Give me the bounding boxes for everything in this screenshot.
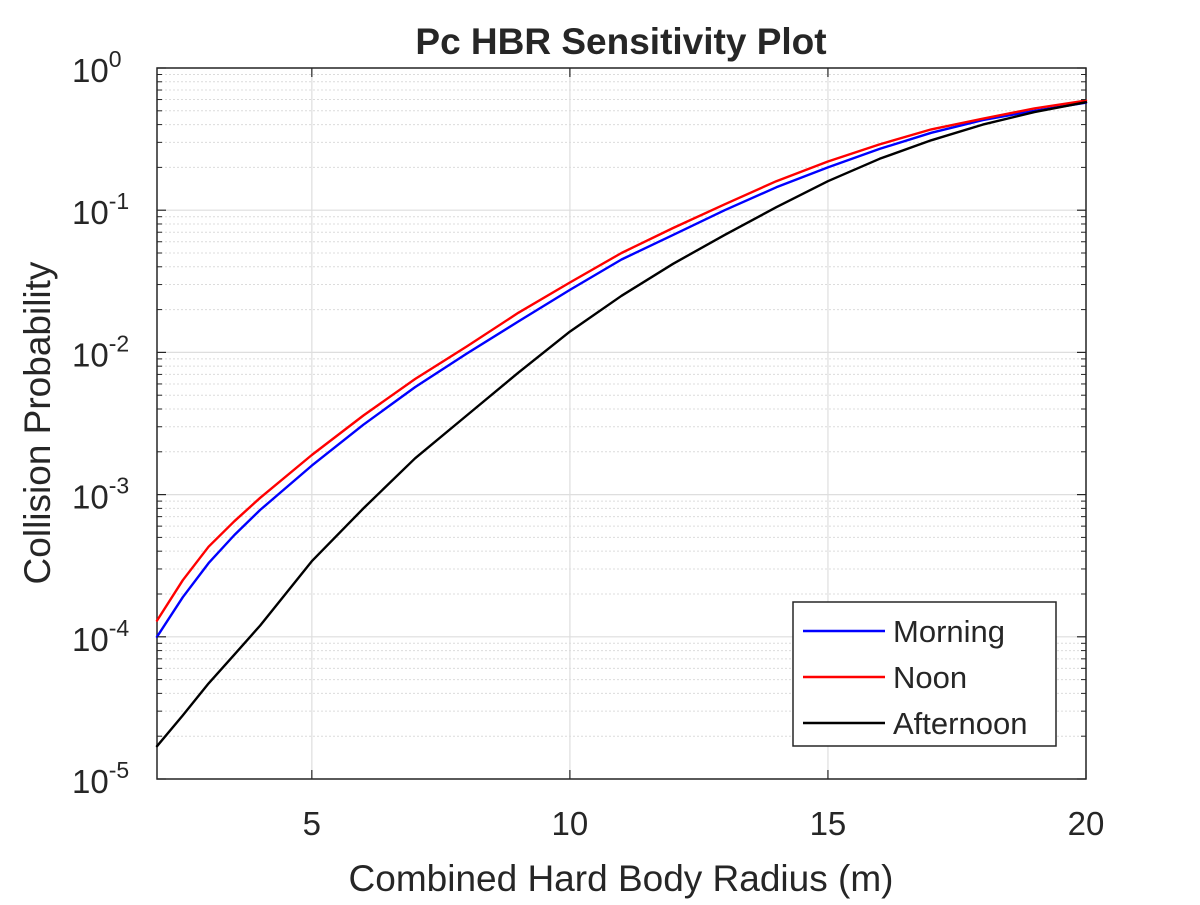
y-axis-label: Collision Probability [17,261,58,584]
y-tick-label: 10-1 [72,188,129,231]
x-tick-label: 20 [1068,805,1105,842]
series-line-afternoon [155,100,1088,748]
series-layer [155,99,1088,748]
y-tick-label: 100 [72,46,122,89]
legend-label-morning: Morning [893,614,1005,649]
series-line-morning [155,101,1088,638]
y-tick-label: 10-4 [72,615,129,658]
x-tick-label: 15 [810,805,847,842]
legend: Morning Noon Afternoon [792,601,1057,747]
y-tick-label: 10-2 [72,330,129,373]
chart-title: Pc HBR Sensitivity Plot [415,21,826,62]
y-tick-labels: 10-5 10-4 10-3 10-2 10-1 100 [72,46,129,800]
x-tick-label: 5 [303,805,321,842]
plot-area-frame [156,67,1087,780]
x-tick-label: 10 [552,805,589,842]
minor-grid [157,74,1086,737]
x-axis-label: Combined Hard Body Radius (m) [349,858,894,899]
y-tick-label: 10-3 [72,473,129,516]
y-tick-label: 10-5 [72,757,129,800]
tick-marks [157,67,1087,780]
x-tick-labels: 5 10 15 20 [303,805,1105,842]
legend-label-afternoon: Afternoon [893,706,1027,741]
legend-label-noon: Noon [893,660,967,695]
series-line-noon [155,99,1088,622]
